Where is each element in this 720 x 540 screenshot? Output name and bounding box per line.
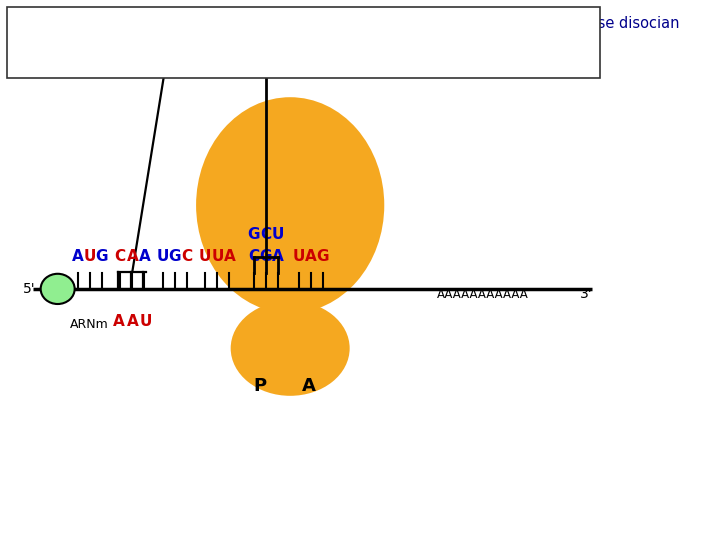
Text: U: U [272, 227, 284, 242]
Text: Arg-Leu-Cys-Gln-Met: Arg-Leu-Cys-Gln-Met [225, 22, 382, 37]
Text: C: C [181, 249, 192, 264]
Text: 3': 3' [580, 287, 593, 301]
Text: A: A [127, 249, 138, 264]
Text: A: A [302, 377, 315, 395]
Text: U: U [140, 314, 153, 329]
FancyBboxPatch shape [7, 7, 600, 78]
Text: U: U [211, 249, 223, 264]
Text: A: A [127, 314, 138, 329]
Ellipse shape [196, 97, 384, 313]
Circle shape [40, 274, 75, 304]
Text: G: G [96, 249, 108, 264]
Text: U: U [199, 249, 212, 264]
Text: A: A [139, 249, 150, 264]
Text: U: U [84, 249, 96, 264]
Ellipse shape [230, 301, 350, 396]
Text: U: U [156, 249, 169, 264]
Text: C: C [261, 227, 271, 242]
Text: C: C [248, 249, 259, 264]
Text: : Liberación del péptido o proteína. Las subunidades del ribosoma se disocian: : Liberación del péptido o proteína. Las… [109, 15, 680, 31]
Text: U: U [292, 249, 305, 264]
Text: A: A [112, 314, 125, 329]
Text: y se separan del ARNm.: y se separan del ARNm. [14, 44, 189, 59]
Text: 5': 5' [23, 282, 36, 296]
Text: AAAAAAAAAAA: AAAAAAAAAAA [437, 288, 528, 301]
Text: A: A [272, 249, 284, 264]
Text: G: G [260, 249, 272, 264]
Text: G: G [317, 249, 329, 264]
Text: P: P [253, 377, 266, 395]
Text: ARNm: ARNm [70, 318, 109, 330]
Text: A: A [72, 249, 84, 264]
Text: A: A [305, 249, 317, 264]
Text: Finalización I: Finalización I [14, 15, 122, 30]
Text: G: G [248, 227, 260, 242]
Text: A: A [224, 249, 235, 264]
Text: G: G [168, 249, 181, 264]
Text: C: C [114, 249, 126, 264]
